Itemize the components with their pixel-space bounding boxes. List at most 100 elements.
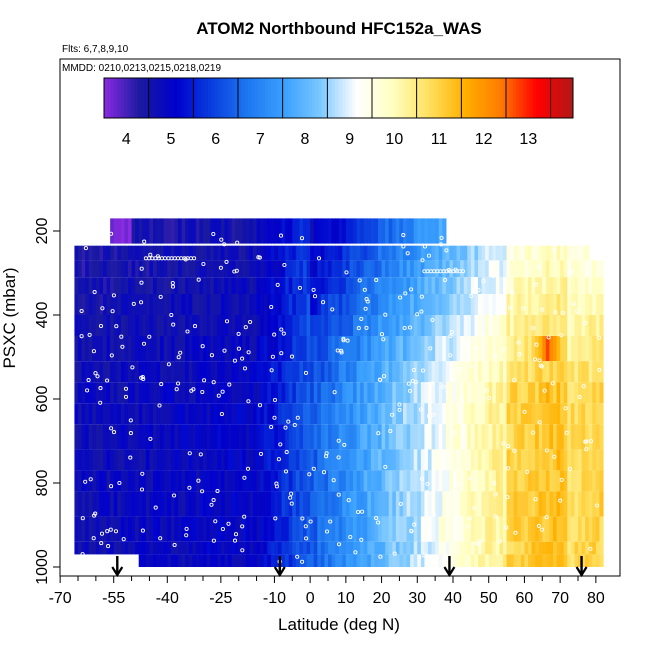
heat-cell: [256, 424, 261, 450]
heat-cell: [563, 315, 568, 336]
heat-cell: [288, 449, 293, 471]
y-tick-label: 1000: [34, 549, 51, 585]
heat-cell: [95, 449, 101, 471]
sample-marker: [348, 534, 353, 540]
heat-cell: [92, 336, 97, 362]
sample-marker: [383, 312, 388, 317]
heat-cell: [392, 470, 397, 492]
heat-cell: [253, 361, 258, 383]
sample-marker: [184, 533, 189, 538]
heat-cell: [185, 541, 190, 555]
heat-cell: [449, 470, 454, 492]
heat-cell: [335, 315, 340, 336]
heat-cell: [145, 554, 151, 567]
heat-cell: [278, 294, 283, 315]
heat-cell: [538, 554, 543, 567]
heat-cell: [595, 294, 601, 315]
heat-cell: [313, 516, 318, 542]
heat-cell: [449, 491, 454, 517]
sample-marker: [538, 363, 543, 368]
heat-cell: [478, 449, 483, 471]
heat-cell: [556, 424, 561, 450]
heat-cell: [117, 218, 122, 244]
heat-cell: [545, 516, 551, 542]
heat-cell: [513, 491, 518, 517]
heat-cell: [567, 245, 572, 261]
heat-cell: [274, 403, 279, 425]
heat-cell: [360, 336, 365, 362]
heat-cell: [403, 491, 408, 517]
heat-cell: [224, 336, 229, 362]
heat-cell: [581, 470, 586, 492]
heat-cell: [499, 336, 504, 362]
heat-cell: [110, 245, 115, 261]
heat-cell: [478, 315, 483, 336]
heat-cell: [556, 449, 561, 471]
heat-cell: [528, 260, 533, 278]
heat-cell: [306, 315, 311, 336]
heat-cell: [195, 424, 201, 450]
colorbar-swatch: [351, 78, 356, 118]
heat-cell: [174, 470, 179, 492]
heat-cell: [213, 491, 218, 517]
colorbar-swatch: [418, 78, 423, 118]
heat-cell: [160, 516, 165, 542]
heat-cell: [220, 260, 226, 278]
heat-cell: [220, 336, 226, 362]
heat-cell: [181, 277, 186, 294]
heat-cell: [285, 336, 290, 362]
heat-cell: [228, 277, 233, 294]
heat-cell: [338, 277, 343, 294]
heat-cell: [363, 218, 368, 244]
heat-cell: [295, 491, 301, 517]
heat-cell: [110, 361, 115, 383]
heat-cell: [210, 315, 215, 336]
heat-cell: [399, 245, 404, 261]
heat-cell: [267, 361, 272, 383]
heat-cell: [188, 554, 193, 567]
heat-cell: [156, 277, 161, 294]
colorbar-tick-label: 5: [167, 131, 176, 148]
heat-cell: [324, 470, 329, 492]
sample-marker: [443, 556, 448, 561]
heat-cell: [181, 541, 186, 555]
heat-cell: [220, 449, 226, 471]
heat-cell: [595, 277, 601, 294]
colorbar-swatch: [308, 78, 313, 118]
heat-cell: [317, 245, 322, 261]
heat-cell: [470, 315, 476, 336]
heat-cell: [203, 424, 208, 450]
heat-cell: [453, 554, 458, 567]
heat-cell: [324, 516, 329, 542]
heat-cell: [92, 403, 97, 425]
heat-cell: [135, 277, 140, 294]
heat-cell: [153, 403, 158, 425]
heat-cell: [178, 424, 183, 450]
heat-cell: [567, 361, 572, 383]
heat-cell: [410, 218, 415, 244]
heat-cell: [238, 361, 243, 383]
sample-marker: [584, 447, 589, 452]
heat-cell: [320, 541, 326, 555]
heat-cell: [531, 260, 536, 278]
heat-cell: [142, 245, 147, 261]
heat-cell: [506, 516, 511, 542]
heat-cell: [574, 361, 579, 383]
colorbar-swatch: [288, 78, 293, 118]
heat-cell: [485, 277, 490, 294]
heat-cell: [342, 218, 347, 244]
heat-cell: [256, 470, 261, 492]
heat-cell: [135, 260, 140, 278]
heat-cell: [488, 361, 493, 383]
heat-cell: [517, 516, 522, 542]
heat-cell: [506, 403, 511, 425]
heat-cell: [138, 361, 143, 383]
heat-cell: [553, 382, 558, 404]
sample-marker: [282, 262, 287, 268]
heat-cell: [117, 491, 122, 517]
heat-cell: [135, 541, 140, 555]
heat-cell: [353, 336, 358, 362]
heat-cell: [299, 403, 304, 425]
heat-cell: [342, 541, 347, 555]
sample-marker: [272, 415, 277, 420]
